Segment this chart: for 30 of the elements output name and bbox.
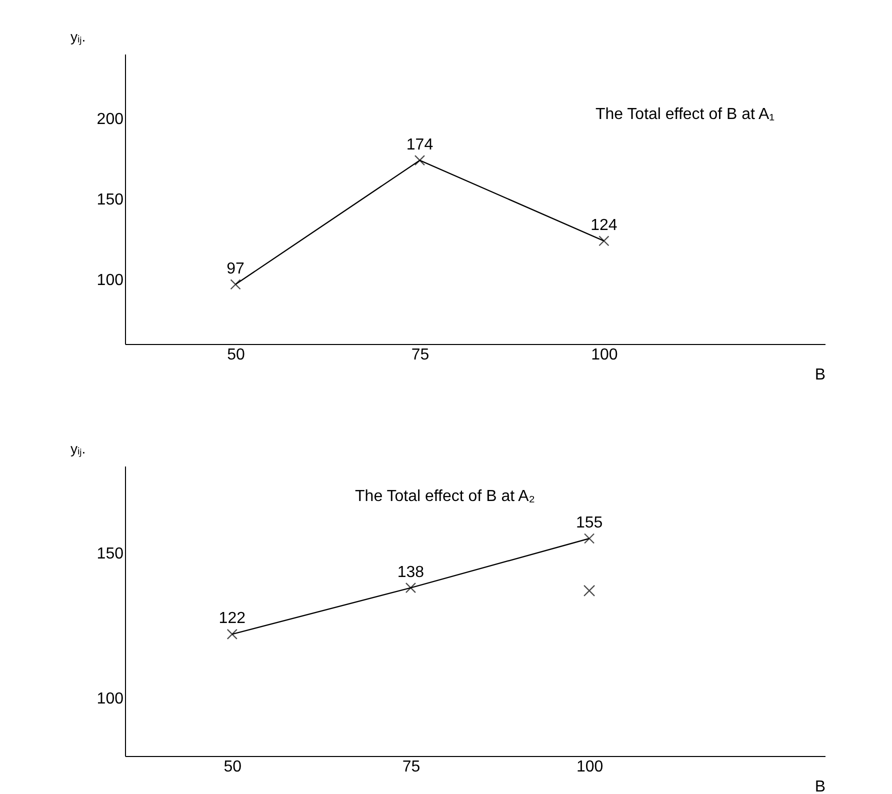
- x-tick-label: 100: [576, 758, 604, 776]
- point: [598, 236, 610, 246]
- y-axis-title: yᵢⱼ.: [70, 28, 86, 46]
- annotation: The Total effect of B at A₁: [595, 106, 775, 123]
- data-label: 174: [406, 136, 434, 154]
- data-label: 124: [590, 216, 618, 234]
- point: [584, 533, 595, 544]
- y-tick-label: 200: [96, 110, 124, 128]
- y-tick-label: 100: [96, 272, 124, 290]
- y-tick-label: 100: [96, 690, 124, 708]
- x-axis-title: B: [814, 366, 826, 384]
- x-tick-label: 100: [591, 346, 618, 364]
- point: [226, 628, 238, 640]
- point: [583, 584, 596, 597]
- data-label: 138: [397, 564, 424, 581]
- x-tick-label: 75: [411, 346, 430, 364]
- x-tick-label: 50: [227, 346, 246, 364]
- data-label: 97: [226, 260, 245, 278]
- x-tick-label: 50: [224, 758, 242, 776]
- y-axis-title: yᵢⱼ.: [70, 440, 86, 458]
- point: [405, 582, 416, 594]
- x-tick-label: 75: [402, 758, 420, 776]
- y-tick-label: 150: [96, 192, 124, 208]
- y-tick-label: 150: [96, 546, 124, 562]
- point: [230, 279, 241, 290]
- annotation: The Total effect of B at A₂: [355, 488, 535, 505]
- data-label: 122: [218, 610, 246, 628]
- point: [414, 154, 426, 166]
- x-axis-title: B: [814, 778, 826, 794]
- data-label: 155: [576, 514, 603, 532]
